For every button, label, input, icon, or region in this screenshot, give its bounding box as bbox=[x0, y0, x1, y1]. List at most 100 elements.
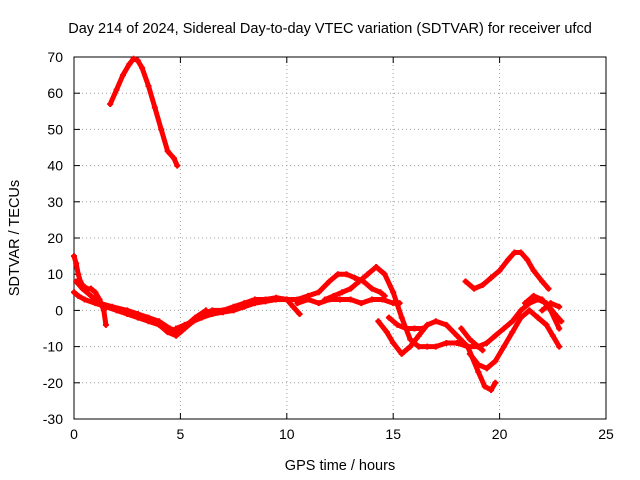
data-point bbox=[558, 318, 565, 325]
data-point bbox=[509, 318, 516, 325]
data-point bbox=[547, 300, 554, 307]
data-point bbox=[190, 318, 197, 325]
data-point bbox=[411, 325, 418, 332]
data-point bbox=[479, 282, 486, 289]
series-line bbox=[375, 318, 498, 393]
data-point bbox=[88, 285, 95, 292]
y-tick-label: 50 bbox=[47, 121, 63, 137]
data-point bbox=[454, 339, 461, 346]
data-point bbox=[145, 314, 152, 321]
y-tick-label: 60 bbox=[47, 85, 63, 101]
data-point bbox=[511, 249, 518, 256]
data-point bbox=[496, 267, 503, 274]
data-point bbox=[88, 292, 95, 299]
series-arc-1 bbox=[107, 55, 181, 169]
data-point bbox=[379, 296, 386, 303]
chart-title: Day 214 of 2024, Sidereal Day-to-day VTE… bbox=[68, 21, 592, 37]
data-point bbox=[368, 285, 375, 292]
data-point bbox=[151, 104, 158, 111]
data-point bbox=[385, 314, 392, 321]
data-point bbox=[198, 314, 205, 321]
data-point bbox=[539, 296, 546, 303]
data-point bbox=[500, 343, 507, 350]
data-point bbox=[481, 383, 488, 390]
data-point bbox=[483, 339, 490, 346]
data-point bbox=[534, 314, 541, 321]
data-point bbox=[549, 332, 556, 339]
data-point bbox=[517, 314, 524, 321]
data-point bbox=[164, 148, 171, 155]
data-point bbox=[530, 292, 537, 299]
data-point bbox=[407, 336, 414, 343]
data-point bbox=[530, 267, 537, 274]
data-point bbox=[158, 126, 165, 133]
data-point bbox=[171, 155, 178, 162]
data-point bbox=[113, 86, 120, 93]
data-point bbox=[337, 296, 343, 303]
data-point bbox=[356, 278, 363, 285]
data-point bbox=[377, 289, 384, 296]
data-point bbox=[262, 298, 269, 305]
series-arc-13 bbox=[522, 292, 563, 332]
y-tick-label: -20 bbox=[43, 375, 63, 391]
data-point bbox=[326, 296, 333, 303]
data-point bbox=[432, 343, 439, 350]
data-point bbox=[202, 307, 209, 314]
data-point bbox=[130, 55, 137, 62]
data-point bbox=[79, 285, 86, 292]
axis-ticks: 0 5 10 15 20 25 -30 -20 -10 0 10 20 30 40 50 60 70 bbox=[43, 49, 614, 442]
data-point bbox=[107, 101, 114, 108]
data-point bbox=[139, 64, 146, 71]
data-point bbox=[156, 318, 163, 325]
data-point bbox=[351, 274, 358, 281]
x-tick-label: 15 bbox=[385, 426, 401, 442]
data-point bbox=[230, 307, 237, 314]
data-point bbox=[398, 314, 405, 321]
data-point bbox=[181, 321, 188, 328]
data-point bbox=[134, 311, 141, 318]
y-tick-label: -10 bbox=[43, 339, 63, 355]
data-point bbox=[526, 307, 533, 314]
data-point bbox=[407, 343, 414, 350]
x-axis-label: GPS time / hours bbox=[285, 458, 395, 474]
y-tick-label: 20 bbox=[47, 230, 63, 246]
data-point bbox=[290, 303, 297, 310]
data-point bbox=[124, 307, 131, 314]
data-point bbox=[522, 300, 529, 307]
data-point bbox=[466, 350, 473, 357]
data-point bbox=[326, 278, 333, 285]
data-point bbox=[419, 325, 426, 332]
data-point bbox=[177, 329, 184, 336]
series-arc-2 bbox=[71, 253, 109, 328]
data-point bbox=[517, 249, 524, 256]
data-point bbox=[134, 57, 141, 64]
y-tick-label: 40 bbox=[47, 158, 63, 174]
y-tick-label: 30 bbox=[47, 194, 63, 210]
x-tick-label: 25 bbox=[598, 426, 614, 442]
data-point bbox=[500, 325, 507, 332]
series-arc-5 bbox=[173, 271, 388, 332]
data-series bbox=[71, 55, 565, 394]
series-arc-10 bbox=[462, 249, 552, 292]
data-point bbox=[358, 300, 365, 307]
data-point bbox=[394, 321, 401, 328]
x-tick-label: 20 bbox=[492, 426, 508, 442]
data-point bbox=[458, 325, 465, 332]
data-point bbox=[126, 61, 133, 68]
data-point bbox=[488, 274, 495, 281]
data-point bbox=[545, 285, 552, 292]
data-point bbox=[492, 332, 499, 339]
data-point bbox=[73, 278, 80, 285]
series-line bbox=[71, 253, 109, 328]
data-point bbox=[334, 271, 341, 278]
data-point bbox=[166, 325, 173, 332]
series-line bbox=[535, 315, 562, 350]
data-point bbox=[368, 296, 375, 303]
data-point bbox=[556, 325, 563, 332]
data-point bbox=[390, 289, 397, 296]
data-point bbox=[479, 347, 486, 354]
series-arc-15 bbox=[539, 300, 563, 314]
data-point bbox=[96, 300, 103, 307]
data-point bbox=[547, 307, 554, 314]
data-point bbox=[462, 278, 469, 285]
